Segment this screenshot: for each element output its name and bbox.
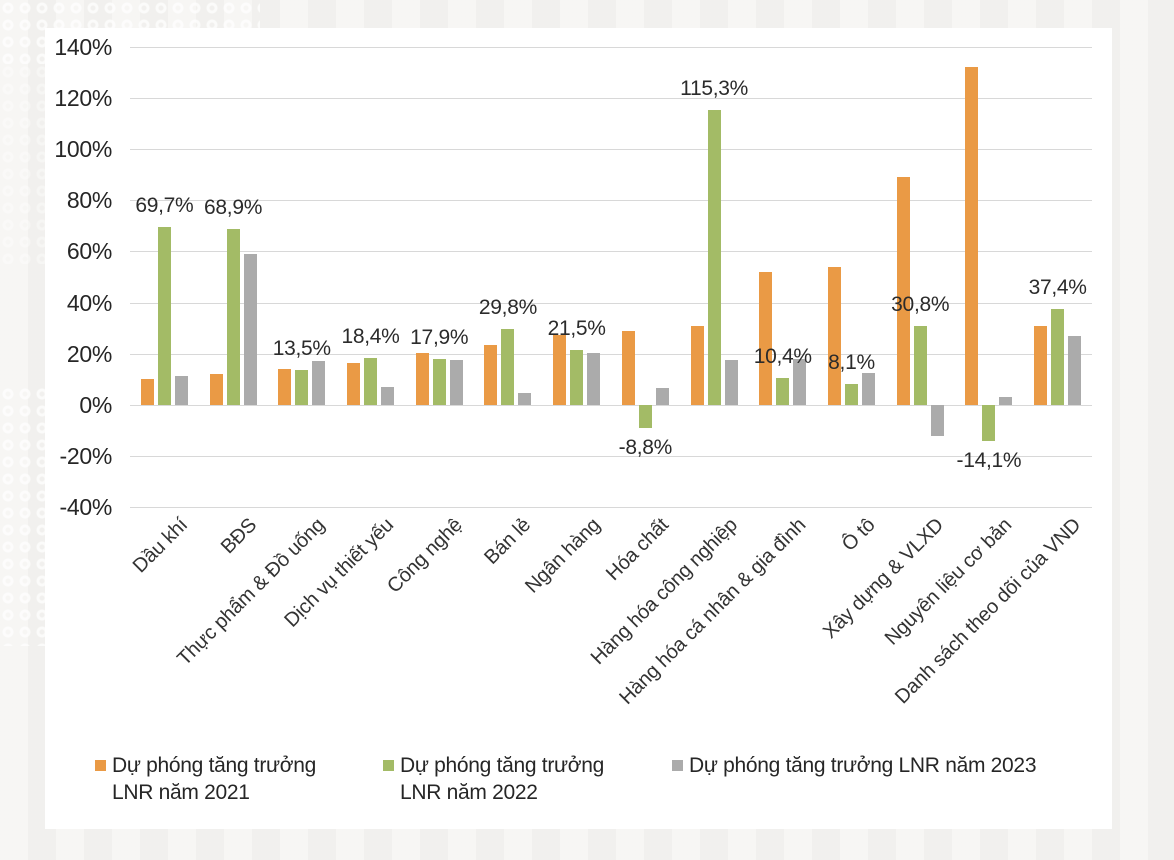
bar <box>553 334 567 405</box>
bar <box>518 393 532 405</box>
bar <box>655 388 669 405</box>
gridline <box>130 97 1092 99</box>
data-label: 18,4% <box>341 324 400 348</box>
y-axis-tick-label: -40% <box>59 494 113 521</box>
bar <box>174 375 188 405</box>
bar <box>999 397 1013 405</box>
legend-label: Dự phóng tăng trưởng LNR năm 2021 <box>112 754 317 804</box>
bar <box>278 369 292 405</box>
bar <box>295 370 309 405</box>
bar <box>484 344 498 405</box>
bar <box>140 379 154 405</box>
legend-swatch <box>95 760 106 771</box>
bar <box>381 387 394 405</box>
gridline <box>130 353 1092 355</box>
y-axis-tick-label: -20% <box>59 443 113 470</box>
bar <box>243 253 257 405</box>
bar <box>432 359 446 405</box>
bar <box>776 378 790 405</box>
y-axis-tick-label: 120% <box>54 84 112 111</box>
legend-swatch <box>383 760 394 771</box>
data-label: -8,8% <box>618 435 673 459</box>
background-dots-pattern <box>0 386 46 646</box>
gridline <box>130 405 1092 406</box>
legend-item: Dự phóng tăng trưởng LNR năm 2021 <box>95 752 316 806</box>
legend-item: Dự phóng tăng trưởng LNR năm 2023 <box>672 752 1037 779</box>
data-label: 30,8% <box>891 293 950 317</box>
data-label: 115,3% <box>680 76 748 100</box>
data-label: 37,4% <box>1028 276 1087 300</box>
y-axis-tick-label: 0% <box>79 392 112 418</box>
bar <box>793 358 807 405</box>
data-label: 17,9% <box>410 326 469 350</box>
bar <box>415 352 429 405</box>
y-axis-tick-label: 80% <box>66 187 112 214</box>
bar <box>724 360 738 405</box>
bar <box>209 374 223 405</box>
data-label: 10,4% <box>753 345 812 369</box>
data-label: 21,5% <box>547 316 606 340</box>
bar <box>226 228 240 405</box>
gridline <box>130 251 1092 253</box>
y-axis-tick-label: 20% <box>66 340 112 367</box>
bar <box>347 362 360 405</box>
bar <box>707 109 721 405</box>
bar <box>930 405 944 436</box>
data-label: -14,1% <box>956 449 1022 473</box>
background-dots-pattern <box>0 64 46 264</box>
y-axis-tick-label: 140% <box>54 33 112 60</box>
legend-item: Dự phóng tăng trưởng LNR năm 2022 <box>383 752 604 806</box>
gridline <box>130 302 1092 304</box>
bar <box>965 67 979 405</box>
bar <box>449 360 463 405</box>
gridline <box>130 200 1092 202</box>
bar <box>501 328 515 405</box>
bar <box>1034 325 1048 405</box>
bar <box>1051 309 1065 405</box>
bar <box>638 405 652 428</box>
legend-label: Dự phóng tăng trưởng LNR năm 2023 <box>689 754 1037 777</box>
bar <box>157 226 171 405</box>
bar <box>896 177 910 405</box>
data-label: 29,8% <box>478 295 537 319</box>
bar <box>1068 335 1082 405</box>
bar <box>690 325 704 405</box>
legend-label: Dự phóng tăng trưởng LNR năm 2022 <box>400 754 605 804</box>
data-label: 8,1% <box>828 351 875 375</box>
bar <box>845 384 858 405</box>
bar <box>862 373 875 405</box>
bar <box>982 405 996 442</box>
gridline <box>130 46 1092 48</box>
bar <box>621 330 635 405</box>
data-label: 68,9% <box>204 195 263 219</box>
legend-swatch <box>672 760 683 771</box>
data-label: 69,7% <box>135 193 194 217</box>
bar <box>587 352 601 405</box>
y-axis-tick-label: 40% <box>66 289 112 316</box>
bar <box>913 326 927 405</box>
gridline <box>130 507 1092 509</box>
bar <box>312 361 326 405</box>
gridline <box>130 149 1092 150</box>
gridline <box>130 456 1092 458</box>
y-axis-tick-label: 60% <box>66 238 112 265</box>
bar <box>570 349 584 405</box>
bar <box>828 266 841 405</box>
data-label: 13,5% <box>272 337 331 361</box>
bar <box>759 271 773 405</box>
bar <box>364 357 377 405</box>
y-axis-tick-label: 100% <box>54 136 112 162</box>
